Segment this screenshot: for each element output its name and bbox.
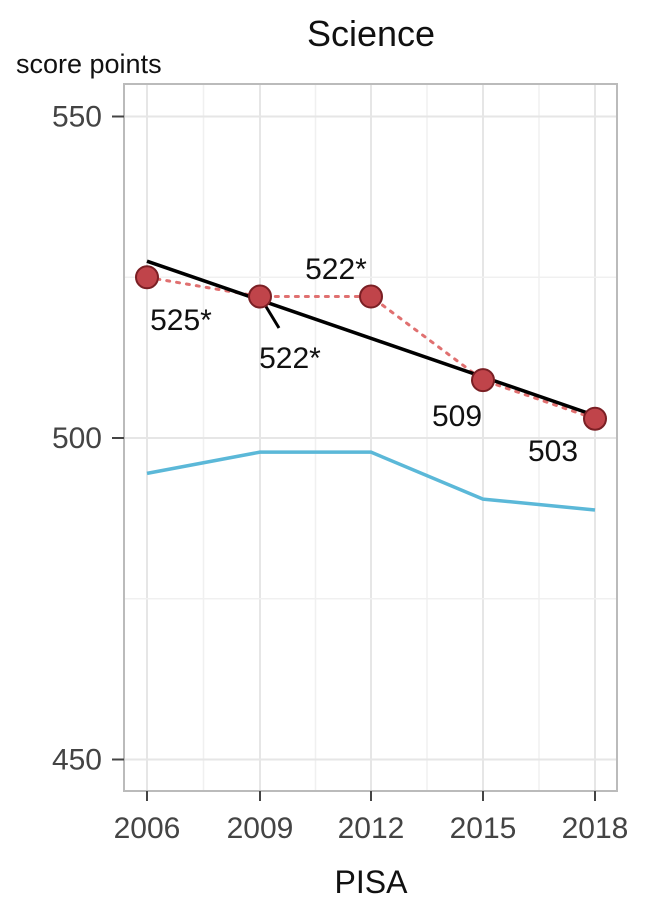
data-point-2015 [471, 368, 495, 393]
x-tick-label: 2006 [114, 812, 181, 845]
data-point-2012 [359, 284, 383, 309]
y-axis-ticks: 450 500 550 [52, 101, 124, 777]
data-label-2006: 525* [150, 304, 212, 337]
y-axis-label: score points [16, 49, 162, 79]
data-label-2015: 509 [432, 400, 482, 433]
data-label-2009: 522* [259, 342, 321, 375]
x-axis-ticks: 2006 2009 2012 2015 2018 [114, 791, 629, 845]
chart-title: Science [307, 13, 435, 54]
data-point-2009 [248, 284, 272, 309]
data-point-2018 [583, 406, 607, 431]
y-tick-label: 450 [52, 744, 102, 777]
grid [124, 84, 617, 791]
data-labels: 525* 522* 522* 509 503 [150, 253, 578, 468]
data-label-2012: 522* [305, 253, 367, 286]
y-tick-label: 500 [52, 422, 102, 455]
series-layer [135, 259, 607, 512]
x-tick-label: 2018 [562, 812, 629, 845]
x-tick-label: 2015 [450, 812, 517, 845]
data-point-2006 [135, 265, 159, 290]
data-label-2018: 503 [528, 435, 578, 468]
trend-line [146, 259, 596, 418]
y-tick-label: 550 [52, 101, 102, 134]
x-tick-label: 2012 [338, 812, 405, 845]
x-axis-label: PISA [335, 864, 409, 900]
comparison-line [146, 450, 596, 512]
x-tick-label: 2009 [227, 812, 294, 845]
